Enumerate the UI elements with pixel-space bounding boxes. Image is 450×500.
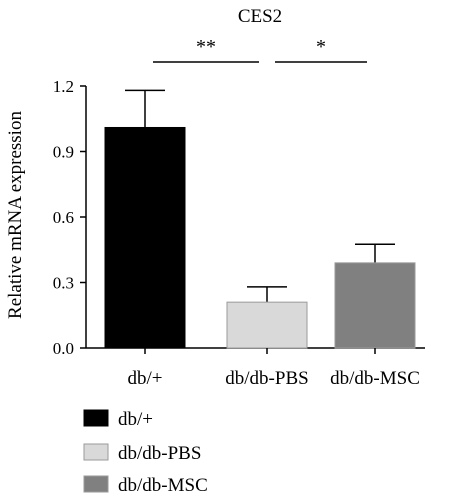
legend-label: db/db-MSC [118,475,208,496]
legend-swatch [83,475,109,493]
x-tick-label: db/db-PBS [225,368,308,389]
x-tick-label: db/db-MSC [330,368,420,389]
y-tick-label: 0.3 [53,274,74,293]
y-tick-label: 1.2 [53,77,74,96]
y-tick-label: 0.9 [53,143,74,162]
y-axis-label: Relative mRNA expression [5,111,26,319]
significance-label: ** [196,36,216,58]
legend: db/+ db/db-PBS db/db-MSC [83,409,208,496]
bar [226,301,308,349]
plot-area: 0.00.30.60.91.2db/+ db/db-PBS db/db-MSC** * [53,36,425,389]
x-tick-label: db/+ [128,368,163,389]
legend-label: db/+ [118,409,153,430]
bar [334,262,416,349]
legend-label: db/db-PBS [118,443,201,464]
chart-title: CES2 [238,6,282,27]
significance-label: * [316,36,326,58]
y-tick-label: 0.6 [53,208,74,227]
legend-swatch [83,409,109,427]
bar [104,126,186,349]
legend-swatch [83,443,109,461]
y-tick-label: 0.0 [53,339,74,358]
